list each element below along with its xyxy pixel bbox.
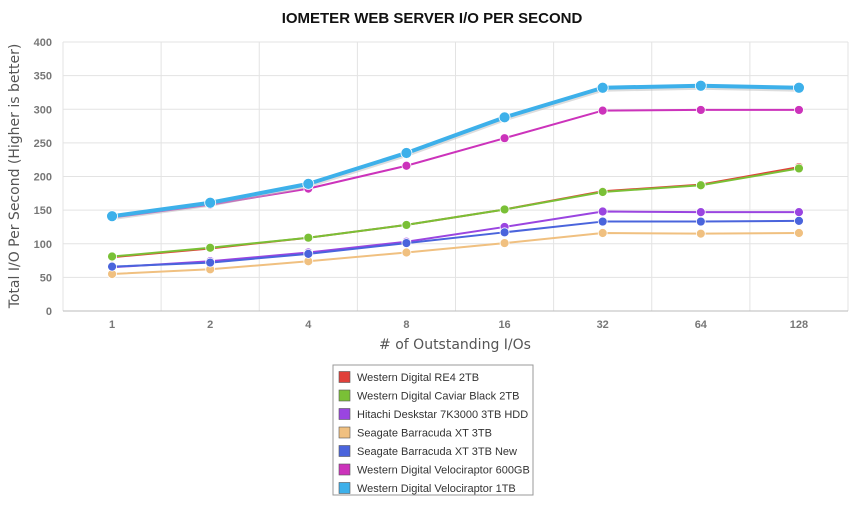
data-point	[597, 206, 608, 217]
chart-title: IOMETER WEB SERVER I/O PER SECOND	[282, 10, 583, 27]
data-point	[695, 105, 706, 115]
data-point	[303, 248, 314, 259]
legend-swatch	[338, 408, 351, 420]
data-point	[106, 210, 118, 223]
legend-label: Western Digital Velociraptor 600GB	[357, 465, 530, 477]
legend-swatch	[338, 445, 351, 457]
x-tick-labels: 1 2 4 8 16 32 64 128	[109, 319, 808, 331]
data-point	[302, 177, 315, 190]
y-axis-title: Total I/O Per Second (Higher is better)	[7, 44, 23, 310]
data-point	[499, 227, 510, 238]
x-tick-label: 16	[498, 319, 510, 331]
data-point	[107, 261, 117, 272]
legend-swatch	[338, 371, 351, 383]
series-line	[111, 167, 800, 258]
grid-layer	[62, 41, 849, 312]
legend-label: Seagate Barracuda XT 3TB New	[357, 446, 517, 458]
x-tick-label: 64	[695, 319, 708, 331]
data-point	[794, 105, 804, 115]
data-point	[596, 81, 609, 94]
legend-label: Western Digital RE4 2TB	[357, 372, 479, 384]
data-point	[597, 216, 608, 227]
y-tick-label: 250	[34, 138, 52, 150]
series-7	[106, 79, 805, 223]
y-tick-label: 150	[34, 205, 52, 217]
legend: Western Digital RE4 2TB Western Digital C…	[332, 364, 534, 496]
data-point	[205, 257, 216, 268]
data-point	[794, 163, 804, 174]
data-point	[401, 247, 412, 258]
y-tick-label: 400	[34, 37, 52, 49]
x-tick-label: 1	[109, 319, 115, 331]
data-point	[401, 220, 412, 230]
y-tick-label: 50	[40, 272, 52, 284]
data-point	[794, 207, 804, 218]
legend-swatch	[338, 426, 351, 439]
data-point	[794, 215, 804, 226]
legend-label: Seagate Barracuda XT 3TB	[357, 428, 492, 440]
data-point	[794, 228, 804, 238]
x-tick-label: 4	[305, 319, 312, 331]
data-point	[597, 105, 608, 116]
y-tick-label: 100	[34, 239, 52, 251]
data-point	[107, 251, 117, 262]
series-line	[112, 231, 799, 276]
x-tick-label: 128	[790, 319, 808, 331]
data-point	[303, 232, 314, 243]
data-point	[694, 79, 707, 92]
legend-label: Hitachi Deskstar 7K3000 3TB HDD	[357, 409, 528, 421]
data-point	[793, 81, 805, 94]
data-point	[204, 196, 217, 209]
data-point	[695, 216, 706, 227]
legend-swatch	[338, 389, 351, 402]
data-point	[499, 238, 510, 248]
data-point	[597, 228, 608, 238]
data-point	[401, 160, 412, 171]
y-tick-label: 300	[34, 104, 52, 116]
data-point	[401, 238, 412, 248]
series-4	[107, 228, 804, 279]
data-point	[205, 242, 216, 253]
y-tick-label: 0	[46, 306, 52, 318]
x-axis-title: # of Outstanding I/Os	[379, 337, 531, 353]
series-2	[107, 163, 804, 262]
legend-swatch	[338, 463, 351, 476]
x-tick-label: 2	[207, 319, 213, 331]
data-point	[499, 133, 510, 144]
series-line	[112, 219, 799, 268]
y-tick-labels: 0 50 100 150 200 250 300 350 400	[34, 37, 52, 318]
x-tick-label: 8	[403, 319, 409, 331]
series-5	[107, 215, 804, 272]
data-point	[499, 204, 510, 215]
series-line	[112, 210, 799, 269]
legend-label: Western Digital Velociraptor 1TB	[357, 483, 516, 495]
data-point	[695, 207, 706, 218]
y-tick-label: 200	[34, 172, 52, 184]
legend-swatch	[338, 482, 351, 494]
series-layer	[106, 79, 805, 279]
legend-items: Western Digital RE4 2TB Western Digital C…	[338, 371, 530, 495]
data-point	[498, 111, 511, 124]
data-point	[695, 228, 706, 239]
series-line	[111, 83, 799, 219]
data-point	[695, 180, 706, 191]
data-point	[597, 187, 608, 197]
legend-box	[332, 364, 534, 496]
y-tick-label: 350	[34, 71, 52, 83]
data-point	[400, 147, 413, 159]
x-tick-label: 32	[597, 319, 609, 331]
legend-label: Western Digital Caviar Black 2TB	[357, 391, 519, 403]
